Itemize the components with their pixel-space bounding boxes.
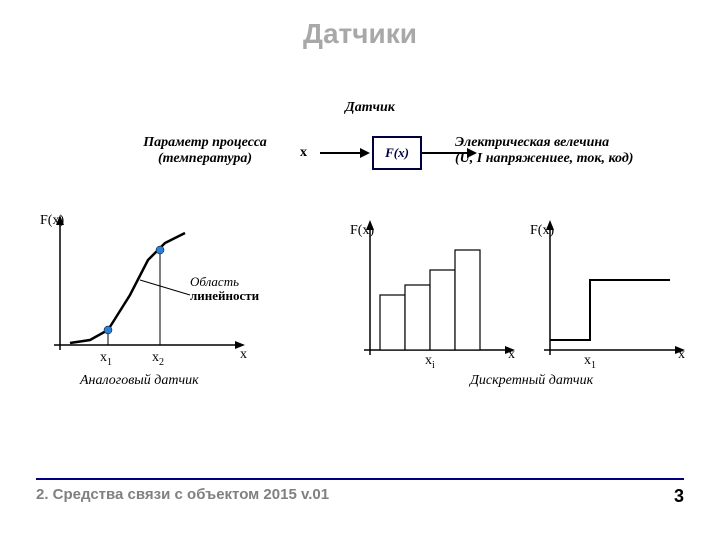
param-label-1: Параметр процесса	[143, 135, 267, 150]
elec-label-2: (U, I напряжениее, ток, код)	[455, 151, 633, 166]
analog-x1: x	[100, 350, 107, 365]
arrow-in	[320, 146, 370, 160]
footer-line	[36, 478, 684, 480]
top-diagram: Параметр процесса (температура) x Датчик…	[0, 90, 720, 200]
step-y-label: F(x)	[530, 223, 554, 239]
digital-caption: Дискретный датчик	[470, 373, 593, 389]
analog-chart: F(x) x x1 x2 Область линейности Аналогов…	[40, 215, 270, 415]
analog-caption: Аналоговый датчик	[80, 373, 199, 389]
analog-x2: x	[152, 350, 159, 365]
bar-y-label: F(x)	[350, 223, 374, 239]
footer-text: 2. Средства связи с объектом 2015 v.01	[36, 486, 329, 503]
x-label: x	[300, 145, 307, 161]
step-x-label: x	[678, 347, 685, 363]
elec-label-1: Электрическая велечина	[455, 135, 609, 150]
bar-x-label: x	[508, 347, 515, 363]
step-x1: x	[584, 353, 591, 368]
slide-title: Датчики	[0, 18, 720, 50]
sensor-label: Датчик	[335, 100, 405, 116]
region-label-2: линейности	[190, 288, 259, 303]
bar-xi: x	[425, 353, 432, 368]
param-label-2: (температура)	[158, 151, 252, 166]
sensor-box: F(x)	[372, 136, 422, 170]
analog-x-label: x	[240, 347, 247, 363]
analog-y-label: F(x)	[40, 213, 64, 229]
region-label-1: Область	[190, 274, 239, 289]
charts-row: F(x) x x1 x2 Область линейности Аналогов…	[40, 215, 680, 425]
digital-bar-chart: F(x) x xi	[350, 220, 520, 420]
digital-step-chart: F(x) x x1	[530, 220, 690, 420]
page-number: 3	[674, 486, 684, 507]
